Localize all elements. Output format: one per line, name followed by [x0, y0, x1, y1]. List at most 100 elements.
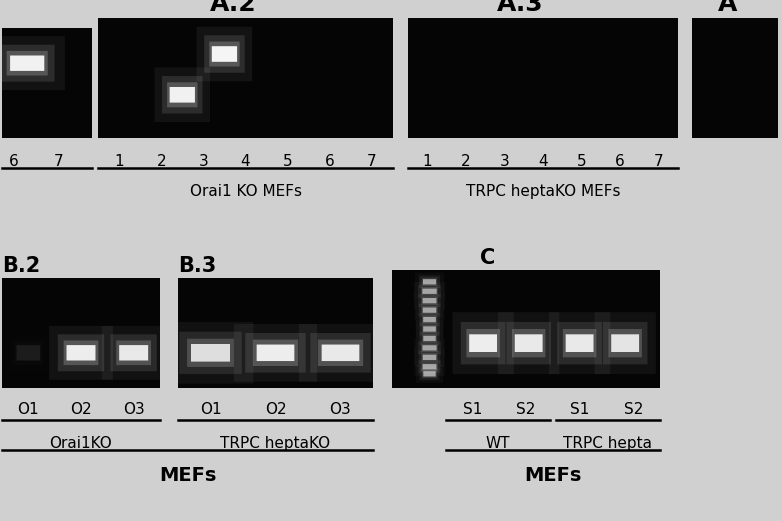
Text: 4: 4	[241, 154, 250, 169]
Text: O3: O3	[330, 402, 351, 417]
Text: MEFs: MEFs	[159, 466, 216, 485]
FancyBboxPatch shape	[418, 304, 440, 316]
Text: 7: 7	[53, 154, 63, 169]
Text: 7: 7	[367, 154, 377, 169]
Text: A: A	[718, 0, 737, 16]
FancyBboxPatch shape	[317, 340, 363, 366]
FancyBboxPatch shape	[418, 351, 440, 364]
Text: Orai1KO: Orai1KO	[49, 436, 113, 451]
Text: S1: S1	[570, 402, 590, 417]
Text: O2: O2	[264, 402, 286, 417]
FancyBboxPatch shape	[58, 334, 104, 371]
FancyBboxPatch shape	[418, 341, 441, 354]
FancyBboxPatch shape	[310, 333, 371, 373]
FancyBboxPatch shape	[421, 344, 438, 352]
FancyBboxPatch shape	[418, 285, 441, 297]
Text: WT: WT	[486, 436, 510, 451]
FancyBboxPatch shape	[558, 322, 602, 364]
FancyBboxPatch shape	[498, 312, 559, 374]
FancyBboxPatch shape	[210, 42, 239, 67]
FancyBboxPatch shape	[421, 296, 438, 305]
FancyBboxPatch shape	[423, 317, 436, 322]
FancyBboxPatch shape	[119, 345, 148, 361]
FancyBboxPatch shape	[204, 35, 245, 73]
FancyBboxPatch shape	[422, 369, 437, 378]
Text: 2: 2	[461, 154, 471, 169]
FancyBboxPatch shape	[170, 87, 195, 103]
FancyBboxPatch shape	[466, 329, 500, 357]
FancyBboxPatch shape	[10, 56, 45, 71]
Text: 5: 5	[283, 154, 292, 169]
FancyBboxPatch shape	[162, 76, 203, 114]
FancyBboxPatch shape	[321, 344, 360, 361]
Text: Orai1 KO MEFs: Orai1 KO MEFs	[189, 184, 302, 199]
FancyBboxPatch shape	[549, 312, 610, 374]
Text: 1: 1	[114, 154, 124, 169]
Text: MEFs: MEFs	[524, 466, 582, 485]
Text: B.3: B.3	[178, 256, 217, 276]
FancyBboxPatch shape	[246, 333, 306, 373]
FancyBboxPatch shape	[612, 334, 639, 352]
FancyBboxPatch shape	[253, 340, 298, 366]
FancyBboxPatch shape	[603, 322, 647, 364]
FancyBboxPatch shape	[0, 36, 65, 90]
Text: 7: 7	[654, 154, 663, 169]
FancyBboxPatch shape	[110, 334, 157, 371]
FancyBboxPatch shape	[422, 315, 437, 324]
Text: 4: 4	[538, 154, 548, 169]
FancyBboxPatch shape	[422, 345, 436, 351]
Text: TRPC heptaKO MEFs: TRPC heptaKO MEFs	[466, 184, 620, 199]
Text: O3: O3	[123, 402, 145, 417]
FancyBboxPatch shape	[66, 345, 95, 361]
Text: S1: S1	[463, 402, 482, 417]
Text: 1: 1	[422, 154, 432, 169]
FancyBboxPatch shape	[419, 276, 440, 288]
FancyBboxPatch shape	[422, 334, 437, 343]
Text: TRPC hepta: TRPC hepta	[563, 436, 652, 451]
FancyBboxPatch shape	[421, 287, 438, 295]
FancyBboxPatch shape	[469, 334, 497, 352]
FancyBboxPatch shape	[102, 326, 166, 380]
FancyBboxPatch shape	[563, 329, 597, 357]
FancyBboxPatch shape	[49, 326, 113, 380]
FancyBboxPatch shape	[421, 353, 438, 362]
Text: 2: 2	[156, 154, 166, 169]
FancyBboxPatch shape	[515, 334, 543, 352]
FancyBboxPatch shape	[422, 325, 437, 333]
Text: 5: 5	[577, 154, 586, 169]
Text: TRPC heptaKO: TRPC heptaKO	[221, 436, 331, 451]
FancyBboxPatch shape	[421, 306, 438, 314]
FancyBboxPatch shape	[179, 332, 242, 374]
Text: 6: 6	[325, 154, 335, 169]
Text: S2: S2	[516, 402, 536, 417]
FancyBboxPatch shape	[423, 371, 436, 377]
Text: C: C	[480, 248, 496, 268]
Text: 3: 3	[199, 154, 208, 169]
Text: B.2: B.2	[2, 256, 40, 276]
FancyBboxPatch shape	[565, 334, 594, 352]
FancyBboxPatch shape	[191, 344, 230, 362]
FancyBboxPatch shape	[423, 279, 436, 284]
FancyBboxPatch shape	[167, 82, 198, 107]
FancyBboxPatch shape	[419, 313, 439, 326]
FancyBboxPatch shape	[155, 68, 210, 122]
FancyBboxPatch shape	[196, 27, 253, 81]
Text: A.2: A.2	[210, 0, 256, 16]
FancyBboxPatch shape	[423, 336, 436, 341]
FancyBboxPatch shape	[63, 341, 99, 365]
FancyBboxPatch shape	[422, 298, 436, 303]
Text: 3: 3	[500, 154, 509, 169]
FancyBboxPatch shape	[0, 45, 55, 82]
Text: O1: O1	[17, 402, 39, 417]
Text: 6: 6	[9, 154, 18, 169]
FancyBboxPatch shape	[117, 341, 151, 365]
Text: O2: O2	[70, 402, 91, 417]
FancyBboxPatch shape	[256, 344, 294, 361]
FancyBboxPatch shape	[187, 339, 234, 367]
FancyBboxPatch shape	[299, 324, 382, 382]
FancyBboxPatch shape	[16, 345, 40, 361]
FancyBboxPatch shape	[7, 51, 48, 76]
Text: 6: 6	[615, 154, 625, 169]
FancyBboxPatch shape	[512, 329, 545, 357]
Text: O1: O1	[199, 402, 221, 417]
